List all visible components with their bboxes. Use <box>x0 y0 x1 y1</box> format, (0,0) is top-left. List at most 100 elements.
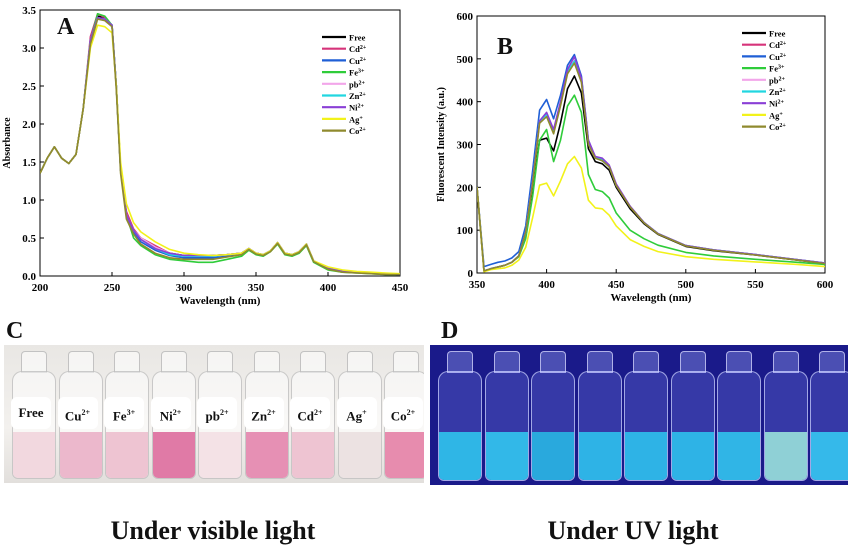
vial-body <box>438 371 482 481</box>
vial-liquid <box>13 432 55 478</box>
legend-entry: Ag+ <box>349 114 363 124</box>
chart-fluorescence: 350 400 450 500 550 600 0 100 200 300 400 500 600 Wav… <box>436 11 834 304</box>
legend-entry: Co2+ <box>769 122 786 132</box>
series-line-ni <box>40 16 400 276</box>
legend-entry: Fe3+ <box>349 68 365 78</box>
vial <box>484 351 529 481</box>
vial-label: Fe3+ <box>104 397 144 429</box>
x-tick-label: 200 <box>32 282 49 294</box>
series-line-ag <box>40 24 400 275</box>
vial-label: Free <box>11 397 51 429</box>
y-tick-label: 2.5 <box>22 81 36 93</box>
vial-body <box>717 371 761 481</box>
vial-body <box>577 371 622 481</box>
panel-a-letter: A <box>57 14 75 40</box>
series-line-free <box>40 15 400 276</box>
vial <box>763 351 808 481</box>
legend-entry: Co2+ <box>349 126 366 136</box>
vial-neck <box>819 351 845 373</box>
caption-uv-light: Under UV light <box>547 516 719 545</box>
series-line-cu <box>40 16 400 276</box>
x-tick-label: 450 <box>608 279 625 291</box>
vial-liquid <box>152 432 195 478</box>
series-line-cd <box>40 13 400 276</box>
x-tick-label: 450 <box>392 282 409 294</box>
legend-entry: Fe3+ <box>769 64 785 74</box>
series-line-fe <box>40 13 400 276</box>
vial-label: Ag+ <box>336 397 377 429</box>
photo-uv-light <box>430 345 848 485</box>
vial-liquid <box>106 432 148 478</box>
series-line-pb <box>40 16 400 276</box>
vial-liquid <box>532 432 574 480</box>
x-tick-label: 400 <box>538 279 555 291</box>
vial <box>670 351 715 481</box>
chart-absorbance: 200 250 300 350 400 450 0.0 0.5 1.0 1.5 2.0 2.5 3.0 3… <box>2 5 409 307</box>
series-line-ag <box>477 155 825 273</box>
y-tick-label: 1.5 <box>22 157 36 169</box>
x-tick-label: 500 <box>678 279 695 291</box>
vial <box>624 351 668 481</box>
legend-entry: pb2+ <box>769 75 785 85</box>
vial-neck <box>114 351 140 373</box>
y-axis-label: Absorbance <box>2 117 13 169</box>
y-tick-label: 0.5 <box>22 233 36 245</box>
vial-body <box>810 371 848 481</box>
vial-label: Cu2+ <box>57 397 98 429</box>
x-tick-label: 550 <box>747 279 764 291</box>
y-tick-label: 600 <box>457 11 474 23</box>
vial-neck <box>772 351 799 373</box>
vial-neck <box>21 351 47 373</box>
vial-neck <box>726 351 752 373</box>
y-tick-label: 0 <box>468 268 474 280</box>
y-tick-label: 3.0 <box>22 43 36 55</box>
vial-neck <box>300 351 326 373</box>
x-axis-label: Wavelength (nm) <box>180 295 261 307</box>
vial-liquid <box>718 432 760 480</box>
legend-entry: Ni2+ <box>349 103 365 113</box>
x-tick-label: 600 <box>817 279 834 291</box>
series-line-co <box>477 62 825 272</box>
legend-entry: Free <box>769 29 786 39</box>
y-tick-label: 400 <box>457 97 474 109</box>
vial-liquid <box>292 432 334 478</box>
legend-entry: Cu2+ <box>769 52 787 62</box>
series-line-zn <box>40 16 400 276</box>
y-tick-label: 0.0 <box>22 271 36 283</box>
y-tick-label: 2.0 <box>22 119 36 131</box>
x-tick-label: 350 <box>248 282 265 294</box>
panel-b-letter: B <box>497 34 514 60</box>
vial-label: Co2+ <box>383 397 423 429</box>
legend-entry: Cd2+ <box>769 40 787 50</box>
vial-neck <box>160 351 187 373</box>
vial-liquid <box>385 432 424 478</box>
x-tick-label: 300 <box>176 282 193 294</box>
vial-liquid <box>59 432 102 478</box>
vial-neck <box>207 351 233 373</box>
y-tick-label: 200 <box>457 182 474 194</box>
vial-label: pb2+ <box>197 397 237 429</box>
y-tick-label: 100 <box>457 225 474 237</box>
legend-entry: Ni2+ <box>769 99 785 109</box>
vial-liquid <box>578 432 621 480</box>
figure-charts: 200 250 300 350 400 450 0.0 0.5 1.0 1.5 2.0 2.5 3.0 3… <box>2 5 834 307</box>
vial-liquid <box>764 432 807 480</box>
vial-neck <box>633 351 659 373</box>
vial-liquid <box>338 432 381 478</box>
x-tick-label: 250 <box>104 282 121 294</box>
vial-body <box>531 371 575 481</box>
vial-liquid <box>625 432 667 480</box>
vial-body <box>763 371 808 481</box>
vial <box>717 351 761 481</box>
vial-liquid <box>199 432 241 478</box>
vial-neck <box>346 351 373 373</box>
vial-liquid <box>671 432 714 480</box>
y-axis-label: Fluorescent Intensity (a.u.) <box>436 87 447 202</box>
vial-liquid <box>485 432 528 480</box>
x-tick-label: 400 <box>320 282 337 294</box>
vial-liquid <box>245 432 288 478</box>
vial-neck <box>586 351 613 373</box>
legend-entry: Ag+ <box>769 110 783 120</box>
caption-visible-light: Under visible light <box>110 516 316 545</box>
legend-entry: Zn2+ <box>769 87 786 97</box>
